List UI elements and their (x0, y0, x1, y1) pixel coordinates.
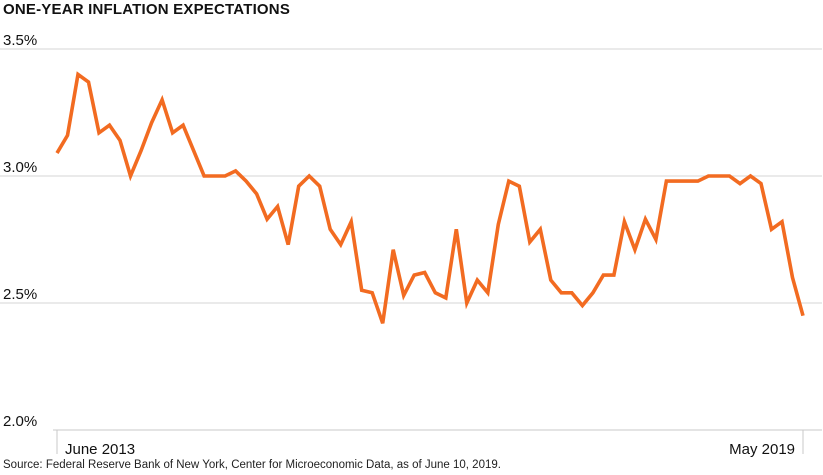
source-note: Source: Federal Reserve Bank of New York… (3, 459, 501, 471)
y-tick-label: 3.5% (3, 32, 37, 49)
x-tick-label: June 2013 (65, 441, 135, 458)
y-axis-ticks: 3.5% 3.0% 2.5% 2.0% (3, 32, 37, 430)
series-group (55, 71, 805, 324)
y-tick-label: 2.0% (3, 413, 37, 430)
series-line (55, 71, 805, 324)
chart-title: ONE-YEAR INFLATION EXPECTATIONS (3, 1, 291, 18)
x-axis-ticks: June 2013 May 2019 (56, 430, 804, 458)
y-tick-label: 3.0% (3, 159, 37, 176)
grid-lines (0, 48, 822, 304)
x-tick-label: May 2019 (729, 441, 795, 458)
y-tick-label: 2.5% (3, 286, 37, 303)
